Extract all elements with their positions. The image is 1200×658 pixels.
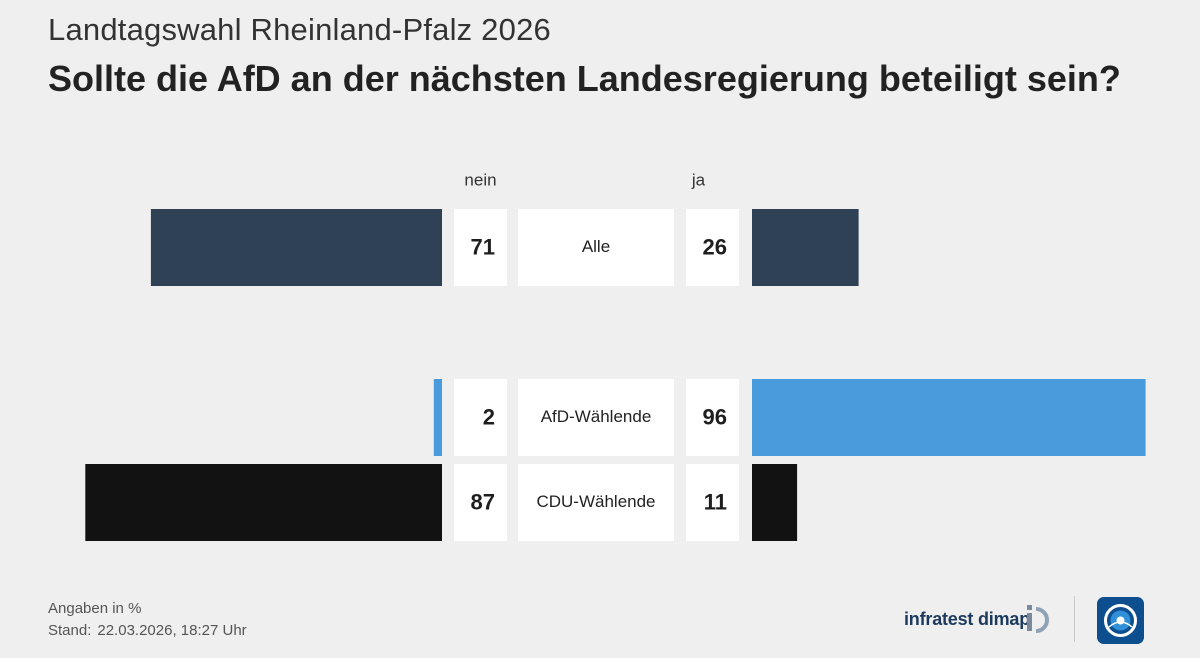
value-box-ja (686, 464, 739, 541)
row-label-box (518, 379, 674, 456)
row-label: CDU-Wählende (536, 492, 655, 511)
diverging-bar-chart: nein ja 71 Alle 26 2 AfD-Wählende 96 87 CDU-Wähle… (85, 170, 1146, 541)
value-box-ja (686, 379, 739, 456)
bar-ja (752, 209, 859, 286)
value-label-nein: 71 (471, 234, 495, 259)
stand-note: Stand: 22.03.2026, 18:27 Uhr (48, 622, 247, 639)
row-label: Alle (582, 237, 610, 256)
footer-divider (1074, 596, 1075, 642)
bar-ja (752, 464, 798, 541)
value-box-nein (454, 464, 507, 541)
column-header-nein: nein (464, 170, 496, 189)
bar-nein (85, 464, 443, 541)
row-label-box (518, 464, 674, 541)
infratest-dimap-logo-icon (1027, 605, 1049, 633)
bar-nein (433, 379, 442, 456)
value-label-ja: 26 (703, 234, 727, 259)
chart-title: Sollte die AfD an der nächsten Landesreg… (48, 58, 1121, 99)
value-label-nein: 87 (471, 489, 495, 514)
value-box-nein (454, 209, 507, 286)
column-header-ja: ja (691, 170, 706, 189)
chart-subtitle: Landtagswahl Rheinland-Pfalz 2026 (48, 12, 551, 47)
unit-note: Angaben in % (48, 600, 142, 617)
value-box-ja (686, 209, 739, 286)
value-label-ja: 96 (703, 404, 727, 429)
stand-label: Stand: (48, 622, 92, 639)
bar-nein (150, 209, 442, 286)
value-label-ja: 11 (704, 489, 727, 514)
tagesschau-logo-icon (1097, 597, 1144, 644)
bar-ja (752, 379, 1146, 456)
row-label: AfD-Wählende (541, 407, 652, 426)
row-label-box (518, 209, 674, 286)
value-box-nein (454, 379, 507, 456)
brand-name: infratest dimap (904, 609, 1031, 629)
stand-value: 22.03.2026, 18:27 Uhr (97, 622, 247, 639)
value-label-nein: 2 (483, 404, 495, 429)
